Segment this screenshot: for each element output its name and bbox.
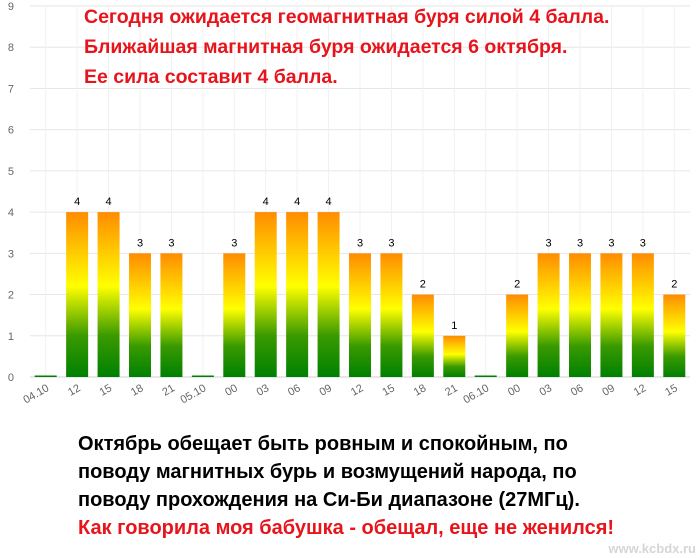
bar <box>286 212 309 377</box>
y-tick-label: 0 <box>8 372 14 384</box>
comment-paragraph: Октябрь обещает быть ровным и спокойным,… <box>78 430 693 542</box>
x-tick-label: 15 <box>663 382 680 399</box>
data-label: 3 <box>640 237 646 249</box>
bar <box>600 253 623 377</box>
y-tick-label: 2 <box>8 290 14 302</box>
data-label: 4 <box>326 196 332 208</box>
x-tick-label: 12 <box>66 382 83 399</box>
data-label: 2 <box>671 279 677 291</box>
bar <box>443 335 466 377</box>
bar <box>317 212 340 377</box>
bar <box>506 294 529 377</box>
x-tick-label: 12 <box>632 382 649 399</box>
y-tick-label: 4 <box>8 207 14 219</box>
y-tick-label: 9 <box>8 1 14 13</box>
x-tick-label: 18 <box>129 382 146 399</box>
x-tick-label: 09 <box>317 382 334 399</box>
data-label: 3 <box>577 237 583 249</box>
comment-line2: поводу магнитных бурь и возмущений народ… <box>78 461 577 483</box>
data-label: 3 <box>137 237 143 249</box>
bar <box>411 294 434 377</box>
forecast-headline-line3: Ее сила составит 4 балла. <box>84 66 338 88</box>
x-tick-label: 06 <box>286 382 303 399</box>
x-tick-label: 15 <box>97 382 114 399</box>
data-label: 3 <box>231 237 237 249</box>
bar <box>537 253 560 377</box>
forecast-headline-line2: Ближайшая магнитная буря ожидается 6 окт… <box>84 36 568 58</box>
x-tick-label: 06.10 <box>461 382 491 406</box>
data-label: 3 <box>357 237 363 249</box>
x-tick-label: 18 <box>412 382 429 399</box>
x-tick-label: 12 <box>349 382 366 399</box>
data-label: 4 <box>263 196 269 208</box>
bar <box>129 253 151 377</box>
bar <box>474 375 497 377</box>
comment-line1: Октябрь обещает быть ровным и спокойным,… <box>78 433 568 455</box>
bar <box>569 253 591 377</box>
y-tick-label: 5 <box>8 166 14 178</box>
x-tick-label: 04.10 <box>21 382 51 406</box>
data-label: 1 <box>451 320 457 332</box>
x-tick-label: 21 <box>160 382 177 399</box>
x-tick-label: 09 <box>600 382 617 399</box>
data-label: 2 <box>420 279 426 291</box>
x-tick-label: 03 <box>255 382 272 399</box>
bar <box>97 212 120 377</box>
y-tick-label: 1 <box>8 331 14 343</box>
data-label: 3 <box>608 237 614 249</box>
bar <box>254 212 277 377</box>
y-tick-label: 7 <box>8 83 14 95</box>
bar <box>380 253 403 377</box>
bar <box>663 294 686 377</box>
y-tick-label: 3 <box>8 248 14 260</box>
data-label: 2 <box>514 279 520 291</box>
x-tick-label: 03 <box>537 382 554 399</box>
data-label: 4 <box>294 196 300 208</box>
forecast-headline-line1: Сегодня ожидается геомагнитная буря сило… <box>84 6 610 28</box>
x-tick-label: 00 <box>223 382 240 399</box>
bar <box>66 212 89 377</box>
data-label: 3 <box>168 237 174 249</box>
y-tick-label: 6 <box>8 125 14 137</box>
x-tick-label: 00 <box>506 382 523 399</box>
chart-bars <box>34 212 686 377</box>
x-tick-label: 21 <box>443 382 460 399</box>
comment-line4: Как говорила моя бабушка - обещал, еще н… <box>78 517 615 539</box>
bar <box>349 253 371 377</box>
y-tick-label: 8 <box>8 42 14 54</box>
bar <box>34 375 57 377</box>
bar <box>223 253 246 377</box>
x-tick-label: 15 <box>380 382 397 399</box>
data-label: 3 <box>546 237 552 249</box>
data-label: 3 <box>388 237 394 249</box>
data-label: 4 <box>106 196 112 208</box>
bar <box>160 253 183 377</box>
bar <box>191 375 214 377</box>
x-tick-label: 05.10 <box>179 382 209 406</box>
site-watermark: www.kcbdx.ru <box>608 541 696 556</box>
comment-line3: поводу прохождения на Си-Би диапазоне (2… <box>78 489 580 511</box>
data-label: 4 <box>74 196 80 208</box>
bar <box>631 253 654 377</box>
x-tick-label: 06 <box>569 382 586 399</box>
